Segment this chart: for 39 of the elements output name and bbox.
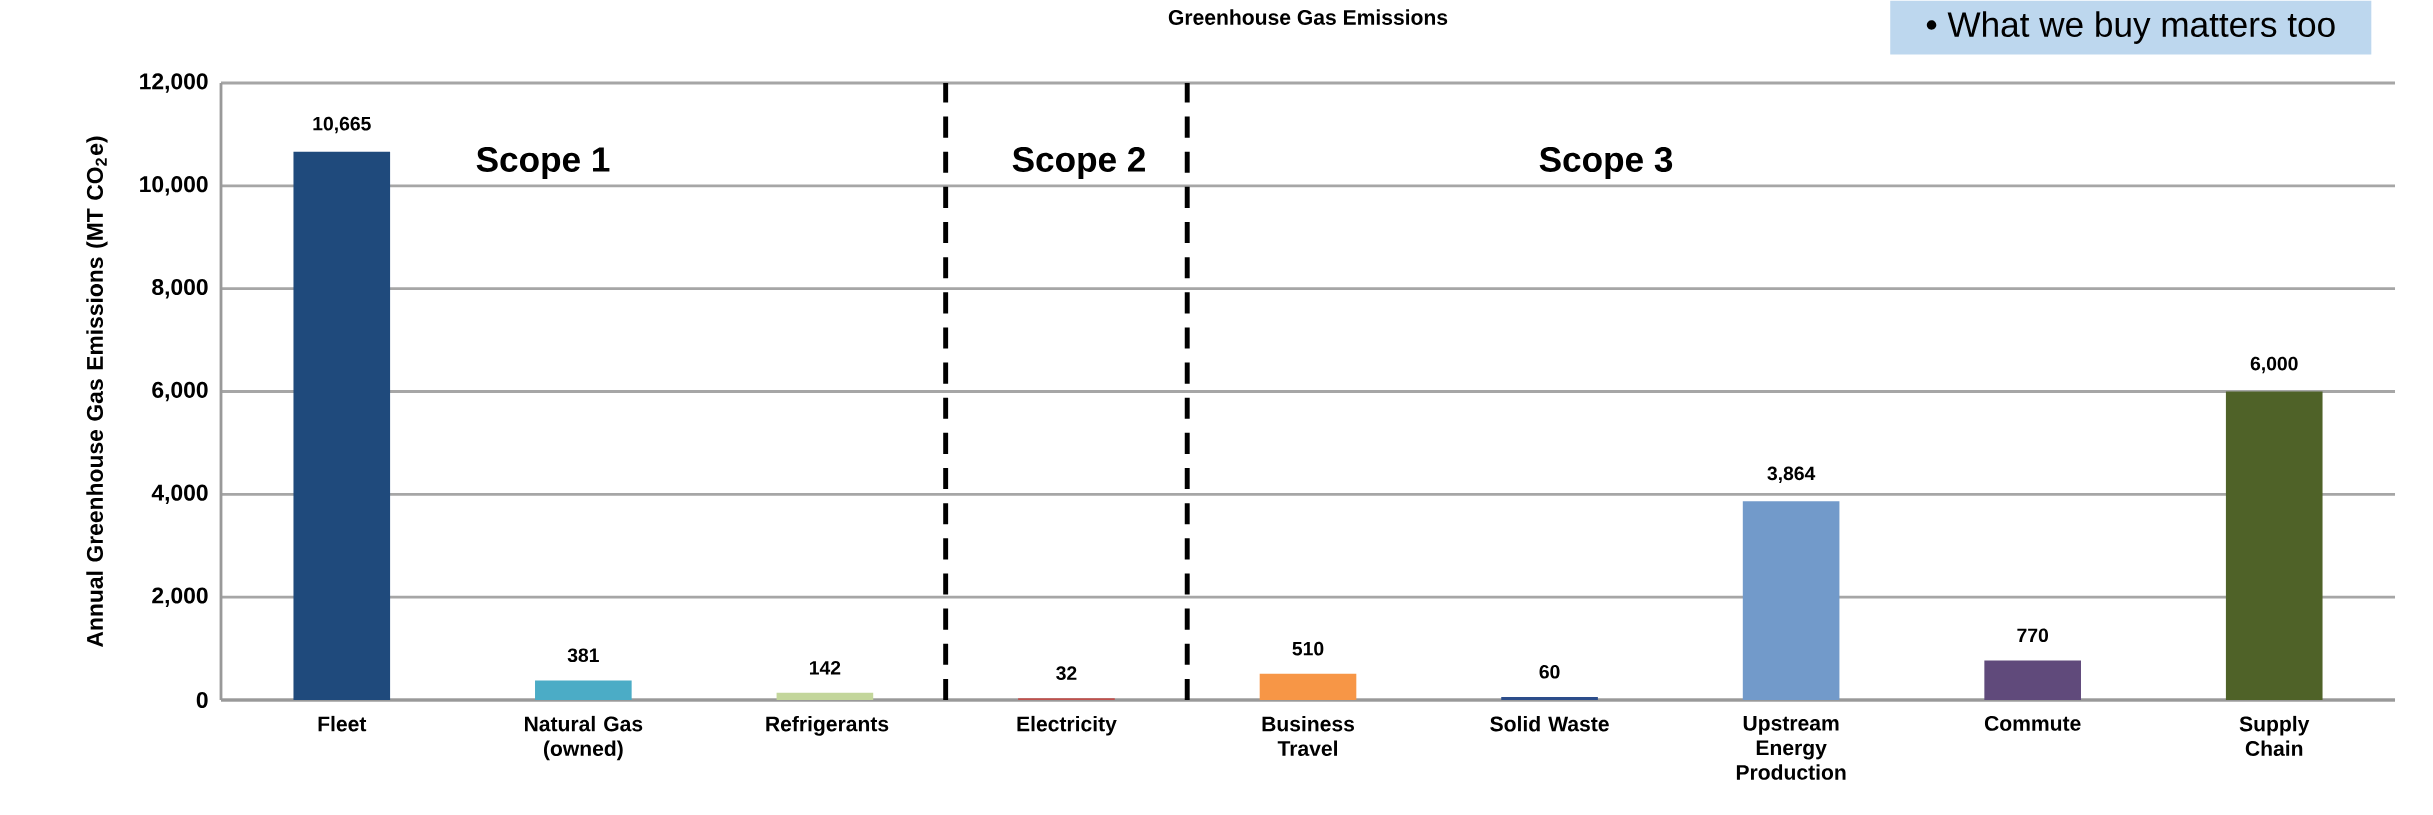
y-axis-title: Annual Greenhouse Gas Emissions (MT CO$_{2}$e)	[86, 136, 108, 647]
data-label: 510	[1292, 641, 1324, 656]
bar	[293, 151, 391, 700]
data-label: 10,665	[313, 116, 371, 134]
y-tick-label: 12,000	[140, 73, 208, 93]
annotation: Scope 1	[476, 147, 610, 179]
x-tick-label: Natural Gas (owned)	[525, 715, 643, 761]
y-tick-label: 6,000	[152, 381, 208, 402]
bar	[1259, 673, 1357, 700]
data-label: 142	[809, 660, 841, 675]
y-tick-label: 8,000	[152, 278, 208, 299]
x-tick-label: Commute	[1984, 715, 2081, 731]
bar	[1984, 660, 2081, 700]
annotation: Scope 2	[1012, 147, 1145, 179]
data-label: 770	[2017, 628, 2049, 643]
bar	[1742, 501, 1840, 700]
x-tick-label: Fleet	[318, 715, 367, 732]
x-tick-label: Upstream Energy Production	[1736, 715, 1846, 780]
bar	[2225, 391, 2323, 700]
bar	[1501, 696, 1598, 700]
x-tick-label: Solid Waste	[1490, 715, 1609, 732]
chart-title: Greenhouse Gas Emissions	[1168, 9, 1448, 25]
data-label: 6,000	[2250, 356, 2298, 374]
x-tick-label: Electricity	[1017, 715, 1117, 736]
annotation: Scope 3	[1539, 147, 1673, 179]
y-tick-label: 10,000	[140, 176, 208, 196]
bar	[776, 692, 874, 700]
data-label: 381	[567, 648, 599, 663]
y-tick-label: 2,000	[152, 587, 208, 607]
x-tick-label: Supply Chain	[2239, 715, 2310, 757]
y-tick-label: 0	[196, 691, 208, 709]
data-label: 32	[1056, 666, 1077, 681]
data-label: 3,864	[1767, 466, 1816, 484]
bar	[535, 680, 632, 700]
x-tick-label: Business Travel	[1262, 715, 1355, 757]
x-tick-label: Refrigerants	[766, 715, 889, 736]
data-label: 60	[1539, 664, 1560, 679]
text: • What we buy matters too	[1926, 11, 2335, 44]
y-tick-label: 4,000	[151, 484, 208, 505]
